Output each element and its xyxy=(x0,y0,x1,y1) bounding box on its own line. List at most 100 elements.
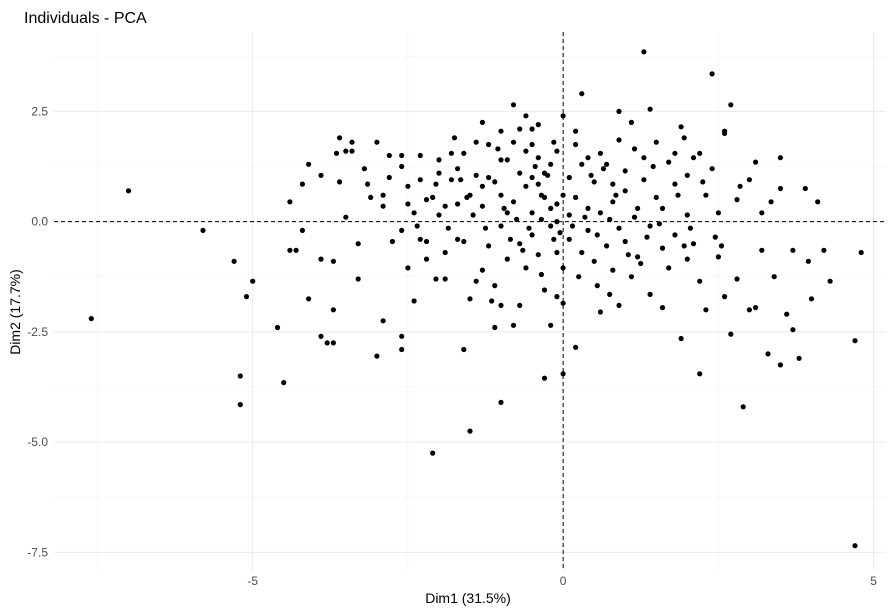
scatter-point xyxy=(672,232,678,238)
y-tick-label: -7.5 xyxy=(27,545,48,559)
scatter-point xyxy=(604,161,610,167)
scatter-point xyxy=(659,205,666,211)
scatter-point xyxy=(746,177,753,183)
scatter-point xyxy=(566,174,572,181)
scatter-point xyxy=(690,155,697,161)
scatter-point xyxy=(467,296,473,302)
scatter-point xyxy=(389,238,395,245)
scatter-point xyxy=(237,373,243,379)
scatter-point xyxy=(554,201,560,207)
scatter-point xyxy=(538,192,545,198)
scatter-point xyxy=(573,344,579,350)
scatter-point xyxy=(610,267,616,273)
scatter-point xyxy=(684,172,690,178)
x-tick-label: -5 xyxy=(247,574,258,588)
scatter-point xyxy=(573,194,579,200)
scatter-point xyxy=(591,258,597,264)
scatter-point xyxy=(796,355,802,361)
scatter-point xyxy=(461,238,467,245)
scatter-point xyxy=(523,265,529,271)
scatter-point xyxy=(554,148,560,154)
scatter-point xyxy=(722,294,728,300)
scatter-point xyxy=(486,174,492,181)
scatter-point xyxy=(560,265,566,271)
scatter-point xyxy=(697,150,703,156)
scatter-point xyxy=(579,91,585,97)
scatter-point xyxy=(498,192,504,198)
scatter-point xyxy=(631,214,638,220)
scatter-point xyxy=(467,428,473,434)
scatter-point xyxy=(607,216,613,222)
scatter-point xyxy=(517,241,523,247)
scatter-point xyxy=(569,223,576,229)
scatter-point xyxy=(579,249,585,256)
scatter-point xyxy=(777,362,784,368)
scatter-point xyxy=(604,243,610,249)
scatter-point xyxy=(451,135,458,141)
scatter-point xyxy=(504,256,510,262)
scatter-point xyxy=(765,351,771,357)
scatter-point xyxy=(610,181,616,187)
scatter-point xyxy=(777,185,784,192)
scatter-point xyxy=(399,333,405,339)
scatter-point xyxy=(591,179,597,185)
scatter-point xyxy=(548,223,554,229)
scatter-point xyxy=(594,283,600,289)
scatter-point xyxy=(343,148,349,154)
scatter-point xyxy=(631,146,638,152)
scatter-point xyxy=(808,296,815,302)
scatter-point xyxy=(510,199,517,205)
scatter-point xyxy=(237,402,243,408)
scatter-point xyxy=(333,150,340,156)
scatter-point xyxy=(479,183,485,189)
scatter-point xyxy=(610,199,616,205)
scatter-point xyxy=(858,249,864,256)
scatter-point xyxy=(681,135,687,141)
scatter-point xyxy=(492,179,498,185)
scatter-point xyxy=(709,166,715,172)
scatter-point xyxy=(541,287,548,293)
scatter-point xyxy=(517,126,523,132)
scatter-point xyxy=(697,371,703,377)
scatter-point xyxy=(455,201,461,207)
scatter-point xyxy=(737,183,743,189)
scatter-point xyxy=(386,152,392,159)
scatter-point xyxy=(647,291,653,297)
scatter-point xyxy=(523,113,529,119)
x-axis-title: Dim1 (31.5%) xyxy=(425,590,511,606)
scatter-point xyxy=(529,232,535,238)
scatter-point xyxy=(405,201,411,207)
scatter-point xyxy=(647,223,653,229)
scatter-point xyxy=(374,353,380,359)
x-tick-label: 0 xyxy=(560,574,567,588)
scatter-point xyxy=(597,309,604,315)
scatter-point xyxy=(821,247,827,253)
scatter-point xyxy=(517,302,523,308)
scatter-point xyxy=(560,192,566,198)
scatter-point xyxy=(644,234,650,240)
scatter-point xyxy=(712,234,718,240)
scatter-point xyxy=(411,210,417,216)
scatter-point xyxy=(330,307,336,313)
scatter-point xyxy=(430,194,436,200)
scatter-point xyxy=(700,179,706,185)
scatter-point xyxy=(616,302,622,308)
scatter-point xyxy=(635,254,641,260)
scatter-point xyxy=(573,141,579,148)
scatter-point xyxy=(607,291,613,297)
scatter-point xyxy=(703,307,709,313)
scatter-point xyxy=(545,172,551,178)
scatter-point xyxy=(672,181,678,187)
scatter-point xyxy=(470,212,476,218)
scatter-point xyxy=(492,324,498,331)
scatter-point xyxy=(746,307,753,313)
scatter-point xyxy=(740,404,746,410)
scatter-point xyxy=(641,155,647,161)
scatter-point xyxy=(709,71,715,77)
scatter-point xyxy=(529,126,535,132)
scatter-point xyxy=(436,157,442,163)
scatter-point xyxy=(554,249,560,256)
scatter-point xyxy=(802,185,808,192)
scatter-point xyxy=(380,318,386,324)
scatter-point xyxy=(430,450,436,456)
